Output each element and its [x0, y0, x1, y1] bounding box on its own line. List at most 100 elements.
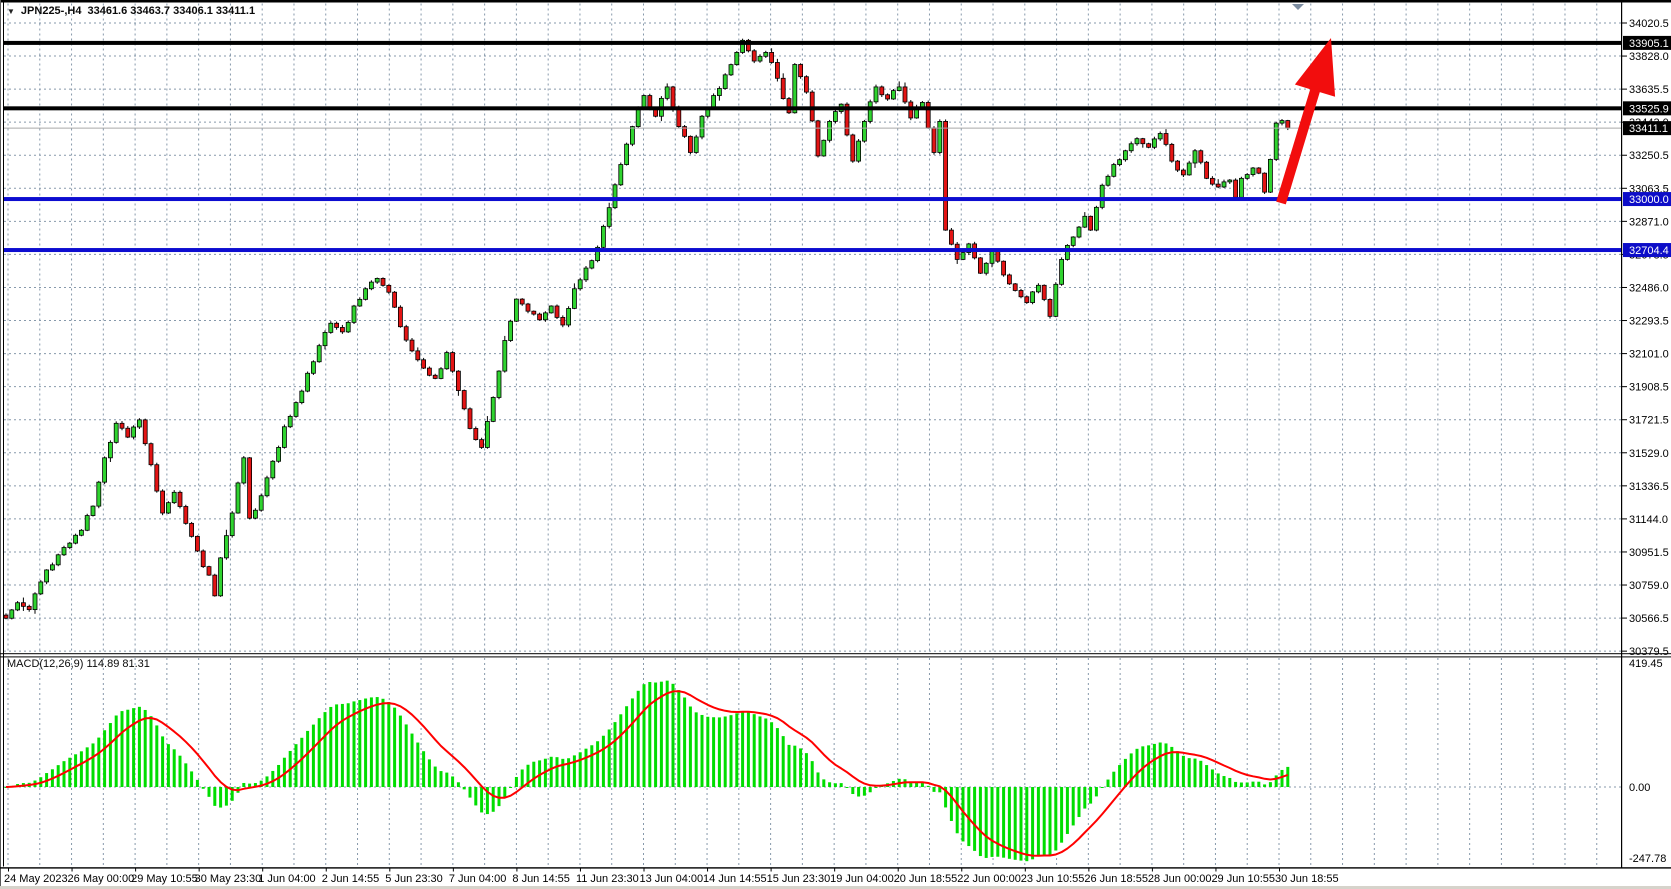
macd-histogram-bar — [845, 787, 849, 788]
candle-body — [444, 352, 450, 370]
candle-body — [229, 512, 235, 537]
macd-histogram-bar — [1245, 782, 1249, 787]
macd-histogram-bar — [706, 716, 710, 787]
macd-histogram-bar — [619, 714, 623, 787]
macd-histogram-bar — [271, 770, 275, 787]
macd-histogram-bar — [253, 783, 257, 787]
macd-histogram-bar — [166, 744, 170, 787]
candle-body — [630, 126, 635, 145]
macd-histogram-bar — [1060, 787, 1064, 843]
candle-body — [392, 291, 398, 308]
symbol-dropdown-icon[interactable]: ▼ — [7, 6, 15, 16]
candle-body — [1157, 133, 1163, 140]
price-tick-label: 32293.5 — [1629, 316, 1669, 328]
macd-histogram-bar — [456, 782, 460, 787]
macd-indicator-label: MACD(12,26,9) 114.89 81.31 — [7, 658, 150, 670]
candle-body — [1198, 150, 1204, 163]
trend-arrow-annotation[interactable] — [1276, 38, 1336, 205]
resistance-lower[interactable] — [4, 106, 1621, 111]
candle-body — [531, 310, 537, 315]
window-bottom-edge — [0, 886, 1671, 889]
time-tick-mark — [71, 868, 73, 872]
macd-histogram-bar — [358, 700, 362, 787]
macd-histogram-bar — [427, 759, 431, 787]
candle-body — [751, 50, 757, 62]
candle-body — [891, 90, 896, 100]
candle-body — [1152, 138, 1157, 148]
macd-histogram-bar — [108, 723, 112, 787]
macd-histogram-bar — [126, 709, 130, 787]
macd-histogram-bar — [1118, 765, 1122, 787]
candle-body — [241, 457, 247, 484]
candle-body — [931, 127, 937, 153]
macd-histogram-bar — [485, 787, 489, 815]
candle-body — [746, 39, 751, 52]
time-tick-mark — [8, 868, 9, 872]
candle-body — [693, 136, 699, 153]
resistance-upper[interactable] — [4, 40, 1621, 45]
macd-histogram-bar — [248, 783, 252, 787]
macd-histogram-bar — [311, 724, 315, 787]
macd-histogram-bar — [398, 715, 402, 787]
candle-body — [148, 443, 154, 466]
macd-histogram-bar — [1071, 787, 1075, 826]
candle-body — [90, 505, 96, 516]
candle-body — [595, 246, 600, 262]
candle-body — [717, 88, 722, 96]
price-axis[interactable]: 34020.533828.033635.533443.033250.533063… — [1621, 18, 1671, 865]
macd-histogram-bar — [1199, 760, 1203, 787]
macd-histogram-bar — [259, 780, 263, 787]
candle-body — [1111, 164, 1117, 177]
macd-signal-line — [5, 690, 1289, 857]
candle-body — [1244, 174, 1250, 179]
price-tick-label: 31908.5 — [1629, 382, 1669, 394]
support-lower[interactable] — [4, 248, 1621, 253]
candle-body — [357, 298, 363, 307]
macd-histogram-bar — [729, 715, 733, 787]
candle-body — [479, 439, 485, 448]
macd-histogram-bar — [369, 697, 373, 787]
candle-body — [1262, 172, 1267, 193]
annotations-layer[interactable] — [1276, 38, 1336, 205]
macd-histogram-bar — [381, 698, 385, 787]
price-tick-label: 33828.0 — [1629, 51, 1669, 63]
macd-histogram-bar — [1280, 769, 1284, 787]
macd-histogram-bar — [265, 776, 269, 787]
candle-body — [1001, 260, 1006, 276]
date-label: 30 May 23:30 — [195, 873, 262, 885]
candle-body — [1273, 122, 1279, 160]
macd-histogram-bar — [636, 690, 640, 787]
macd-histogram-bar — [439, 771, 443, 787]
macd-histogram-bar — [862, 787, 866, 796]
date-label: 14 Jun 14:55 — [703, 873, 767, 885]
candle-body — [862, 121, 867, 142]
macd-histogram-bar — [526, 764, 530, 787]
macd-histogram-bar — [201, 787, 205, 789]
macd-histogram-bar — [114, 715, 118, 787]
level-lines-layer[interactable] — [4, 40, 1621, 253]
macd-histogram-bar — [468, 787, 472, 798]
candle-body — [316, 345, 322, 363]
candle-body — [740, 39, 745, 53]
macd-histogram-bar — [1036, 787, 1040, 857]
candle-body — [1059, 259, 1064, 285]
candle-body — [624, 143, 629, 165]
macd-histogram-bar — [932, 787, 936, 792]
macd-histogram-bar — [677, 690, 681, 787]
candle-body — [1140, 138, 1146, 145]
macd-histogram-bar — [103, 730, 107, 787]
macd-histogram-bar — [1263, 784, 1267, 787]
date-label: 8 Jun 14:55 — [512, 873, 570, 885]
macd-values: 114.89 81.31 — [86, 658, 150, 670]
support-upper[interactable] — [4, 197, 1621, 202]
macd-histogram-bar — [497, 787, 501, 807]
candle-body — [409, 339, 415, 352]
candle-body — [363, 288, 369, 300]
macd-histogram-bar — [1077, 787, 1081, 818]
candle-body — [432, 374, 438, 379]
date-label: 13 Jun 04:00 — [640, 873, 704, 885]
date-label: 5 Jun 23:30 — [385, 873, 443, 885]
